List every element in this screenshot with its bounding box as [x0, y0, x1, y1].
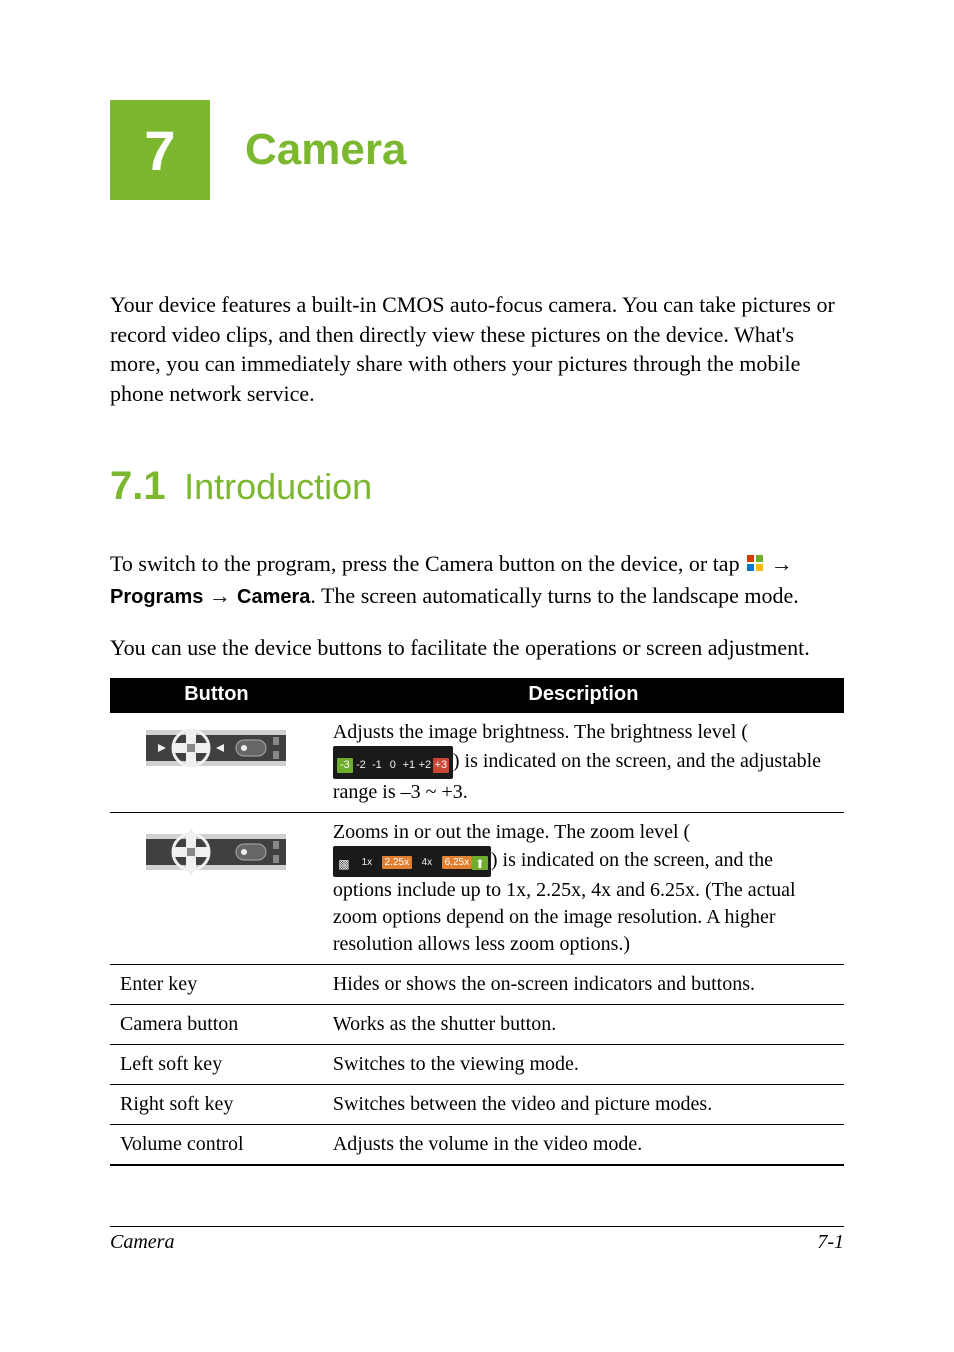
description-cell: Zooms in or out the image. The zoom leve…	[323, 813, 844, 965]
programs-label: Programs	[110, 586, 203, 608]
arrow-icon: →	[209, 583, 237, 608]
description-cell: Switches between the video and picture m…	[323, 1085, 844, 1125]
table-row: Adjusts the image brightness. The bright…	[110, 712, 844, 813]
button-description-table: Button Description	[110, 678, 844, 1166]
camera-label: Camera	[237, 586, 310, 608]
footer-right: 7-1	[817, 1231, 844, 1254]
chapter-number-box: 7	[110, 100, 210, 200]
footer-left: Camera	[110, 1231, 174, 1254]
button-cell: Volume control	[110, 1125, 323, 1166]
button-cell: Enter key	[110, 965, 323, 1005]
chapter-number: 7	[144, 118, 175, 183]
switch-text-prefix: To switch to the program, press the Came…	[110, 551, 745, 576]
description-cell: Switches to the viewing mode.	[323, 1045, 844, 1085]
column-header-button: Button	[110, 678, 323, 712]
zoom-out-icon: ▩	[336, 856, 352, 870]
usage-paragraph: You can use the device buttons to facili…	[110, 633, 844, 663]
button-cell-dpad-leftright	[110, 712, 323, 813]
page: 7 Camera Your device features a built-in…	[0, 0, 954, 1294]
section-number: 7.1	[110, 464, 166, 508]
table-header-row: Button Description	[110, 678, 844, 712]
column-header-description: Description	[323, 678, 844, 712]
description-cell: Adjusts the volume in the video mode.	[323, 1125, 844, 1166]
button-cell-dpad-updown	[110, 813, 323, 965]
table-row: Left soft key Switches to the viewing mo…	[110, 1045, 844, 1085]
brightness-indicator-icon: -3-2-10+1+2+3	[333, 746, 453, 779]
button-cell: Right soft key	[110, 1085, 323, 1125]
description-cell: Works as the shutter button.	[323, 1005, 844, 1045]
start-menu-icon	[745, 551, 765, 581]
table-row: Zooms in or out the image. The zoom leve…	[110, 813, 844, 965]
button-cell: Camera button	[110, 1005, 323, 1045]
zoom-in-icon: ⬆	[472, 856, 488, 870]
dpad-horizontal-icon	[146, 722, 286, 774]
table-row: Enter key Hides or shows the on-screen i…	[110, 965, 844, 1005]
button-cell: Left soft key	[110, 1045, 323, 1085]
page-footer: Camera 7-1	[110, 1226, 844, 1254]
table-row: Volume control Adjusts the volume in the…	[110, 1125, 844, 1166]
section-header: 7.1 Introduction	[110, 464, 844, 509]
zoom-desc-pre: Zooms in or out the image. The zoom leve…	[333, 821, 690, 843]
switch-text-suffix: . The screen automatically turns to the …	[310, 583, 798, 608]
intro-paragraph: Your device features a built-in CMOS aut…	[110, 290, 844, 409]
dpad-vertical-icon	[146, 822, 286, 882]
description-cell: Hides or shows the on-screen indicators …	[323, 965, 844, 1005]
chapter-title: Camera	[245, 125, 406, 175]
table-row: Camera button Works as the shutter butto…	[110, 1005, 844, 1045]
table-row: Right soft key Switches between the vide…	[110, 1085, 844, 1125]
brightness-desc-pre: Adjusts the image brightness. The bright…	[333, 721, 748, 743]
section-title: Introduction	[184, 466, 372, 507]
arrow-icon: →	[771, 551, 793, 576]
chapter-header: 7 Camera	[110, 100, 844, 200]
zoom-indicator-icon: ▩1x2.25x4x6.25x⬆	[333, 846, 491, 877]
description-cell: Adjusts the image brightness. The bright…	[323, 712, 844, 813]
switch-paragraph: To switch to the program, press the Came…	[110, 549, 844, 611]
